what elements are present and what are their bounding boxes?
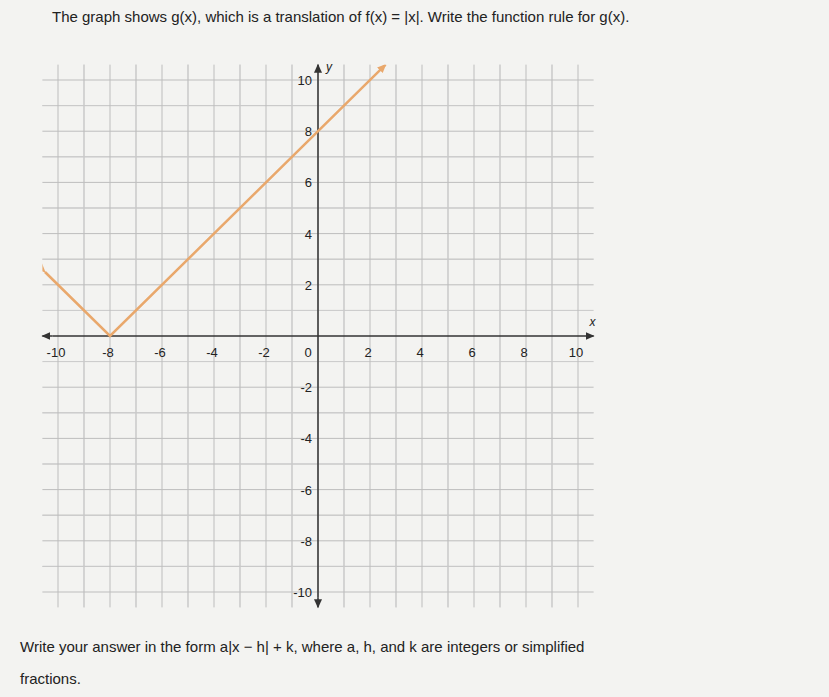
- x-tick-label: 6: [468, 345, 475, 360]
- y-tick-label: -8: [300, 534, 312, 549]
- x-tick-label: -2: [258, 345, 270, 360]
- data-group: [45, 65, 386, 336]
- x-tick-label: 10: [569, 345, 583, 360]
- x-tick-label: 8: [520, 345, 527, 360]
- y-tick-label: 2: [305, 278, 312, 293]
- grid: [42, 65, 593, 608]
- y-tick-label: 10: [298, 73, 312, 88]
- x-tick-label: -4: [206, 345, 218, 360]
- g-line: [45, 65, 386, 336]
- y-tick-label: -10: [293, 585, 312, 600]
- y-tick-label: -4: [300, 431, 312, 446]
- y-axis-bottom: [317, 597, 319, 607]
- x-tick-label: -8: [102, 345, 114, 360]
- instruction: Write your answer in the form a|x − h| +…: [20, 638, 584, 655]
- y-axis-label: y: [325, 60, 333, 74]
- x-tick-label: -10: [47, 345, 66, 360]
- y-tick-label: 4: [305, 227, 312, 242]
- x-axis: [52, 335, 593, 337]
- x-tick-label: 0: [304, 345, 311, 360]
- y-axis: [317, 65, 319, 598]
- y-tick-label: 6: [305, 175, 312, 190]
- x-axis-label: x: [589, 315, 597, 329]
- x-tick-label: 4: [416, 345, 423, 360]
- title: The graph shows g(x), which is a transla…: [52, 8, 629, 25]
- worksheet: The graph shows g(x), which is a transla…: [0, 0, 829, 697]
- y-tick-label: -2: [300, 380, 312, 395]
- grid-line: [318, 65, 319, 608]
- y-tick-label: -6: [300, 483, 312, 498]
- instruction: fractions.: [20, 670, 81, 687]
- x-tick-label: -6: [154, 345, 166, 360]
- x-tick-label: 2: [364, 345, 371, 360]
- x-axis-left: [42, 335, 52, 337]
